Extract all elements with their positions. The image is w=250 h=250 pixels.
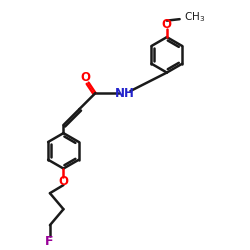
Text: O: O [80, 71, 90, 84]
Text: O: O [162, 18, 172, 31]
Text: F: F [44, 235, 53, 248]
Text: O: O [58, 175, 68, 188]
Text: NH: NH [115, 86, 135, 100]
Text: CH$_3$: CH$_3$ [184, 10, 205, 24]
